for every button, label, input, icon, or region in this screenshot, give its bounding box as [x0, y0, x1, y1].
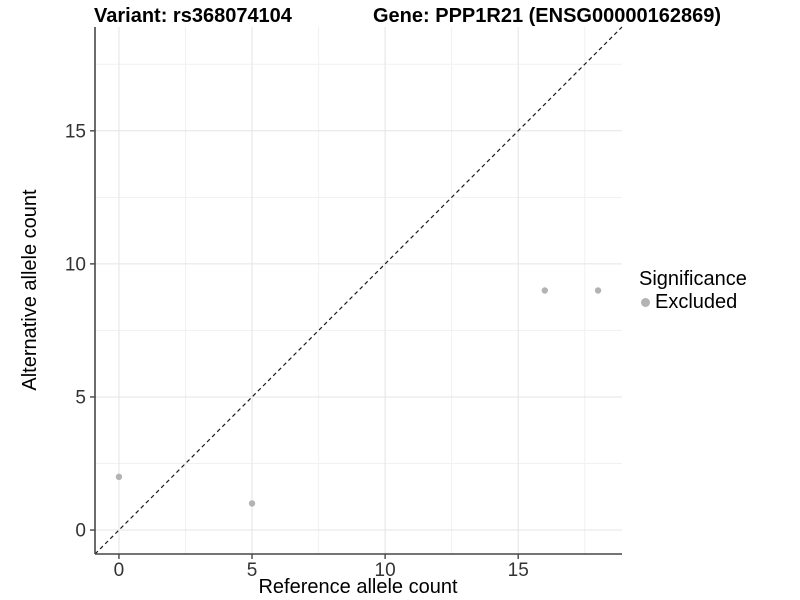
x-axis-title: Reference allele count — [258, 576, 458, 598]
legend: Significance Excluded — [639, 269, 747, 312]
x-tick-label: 0 — [114, 560, 125, 581]
y-tick-label: 0 — [75, 521, 86, 542]
identity-line — [94, 26, 623, 555]
legend-title: Significance — [639, 268, 747, 290]
data-point — [248, 500, 256, 507]
data-point — [115, 473, 123, 481]
x-tick-label: 10 — [375, 560, 396, 581]
legend-item-excluded: Excluded — [639, 292, 747, 312]
data-point — [541, 287, 549, 294]
y-axis-title: Alternative allele count — [19, 189, 41, 391]
legend-point-icon — [641, 297, 650, 307]
x-tick-label: 5 — [247, 560, 258, 581]
data-point — [594, 287, 602, 294]
plot-title-variant: Variant: rs368074104 — [94, 5, 292, 27]
legend-item-label: Excluded — [655, 291, 738, 313]
y-tick-label: 10 — [65, 254, 86, 275]
y-tick-label: 5 — [75, 387, 86, 408]
plot-title-gene: Gene: PPP1R21 (ENSG00000162869) — [373, 5, 721, 27]
x-tick-label: 15 — [508, 560, 529, 581]
y-tick-label: 15 — [65, 121, 86, 142]
